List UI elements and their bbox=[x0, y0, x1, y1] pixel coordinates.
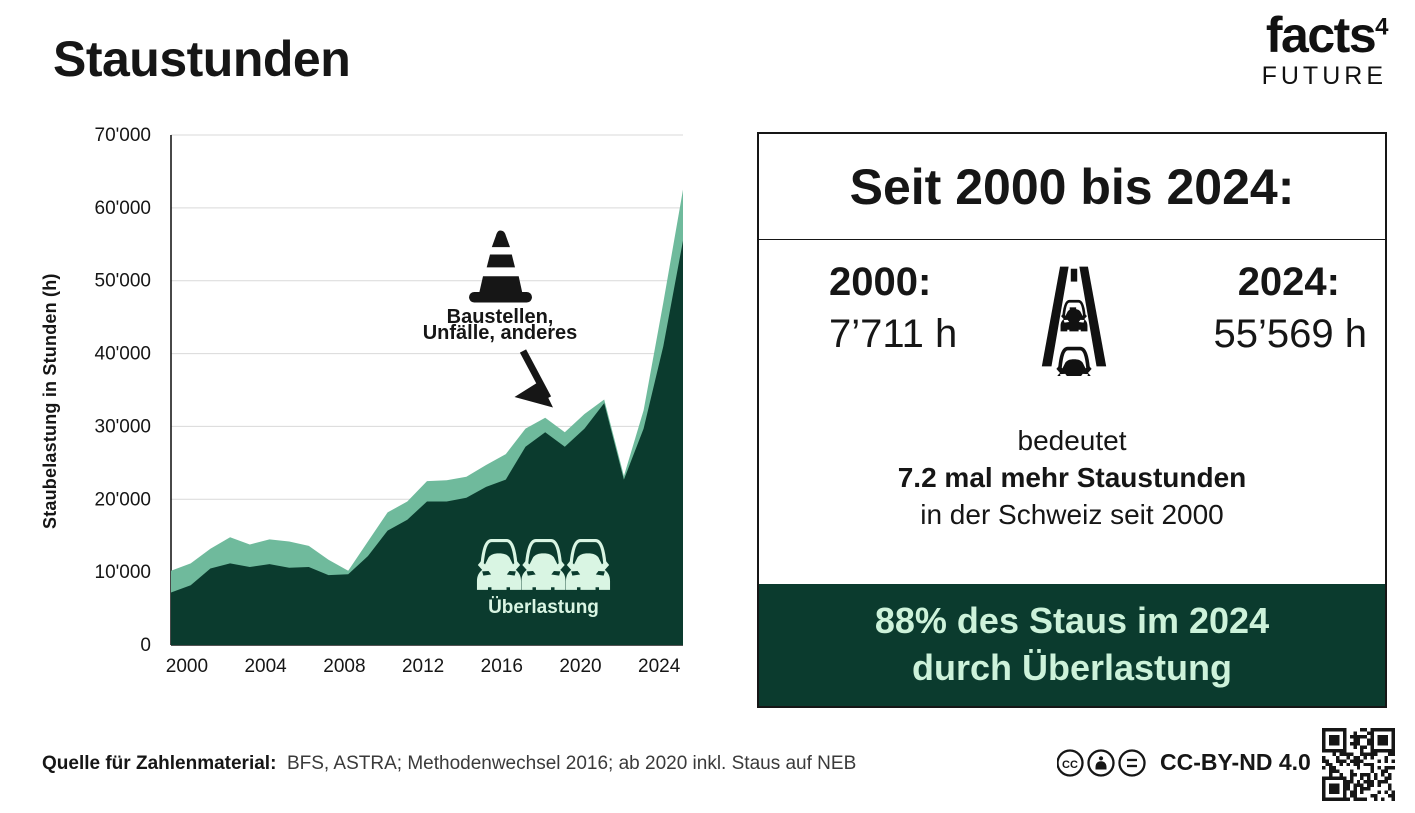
svg-text:60'000: 60'000 bbox=[95, 198, 151, 219]
svg-text:40'000: 40'000 bbox=[95, 344, 151, 365]
svg-text:30'000: 30'000 bbox=[95, 416, 151, 437]
svg-text:0: 0 bbox=[140, 635, 151, 656]
svg-text:2000: 2000 bbox=[166, 656, 208, 677]
svg-text:70'000: 70'000 bbox=[95, 125, 151, 146]
svg-text:CC: CC bbox=[1062, 759, 1078, 771]
svg-text:50'000: 50'000 bbox=[95, 271, 151, 292]
svg-text:2024: 2024 bbox=[638, 656, 681, 677]
svg-text:Unfälle, anderes: Unfälle, anderes bbox=[423, 322, 578, 344]
svg-text:2016: 2016 bbox=[481, 656, 523, 677]
svg-text:2012: 2012 bbox=[402, 656, 444, 677]
svg-text:2008: 2008 bbox=[323, 656, 365, 677]
svg-text:Überlastung: Überlastung bbox=[488, 597, 599, 618]
svg-text:20'000: 20'000 bbox=[95, 489, 151, 510]
svg-text:10'000: 10'000 bbox=[95, 562, 151, 583]
svg-text:2004: 2004 bbox=[244, 656, 287, 677]
svg-text:2020: 2020 bbox=[559, 656, 601, 677]
